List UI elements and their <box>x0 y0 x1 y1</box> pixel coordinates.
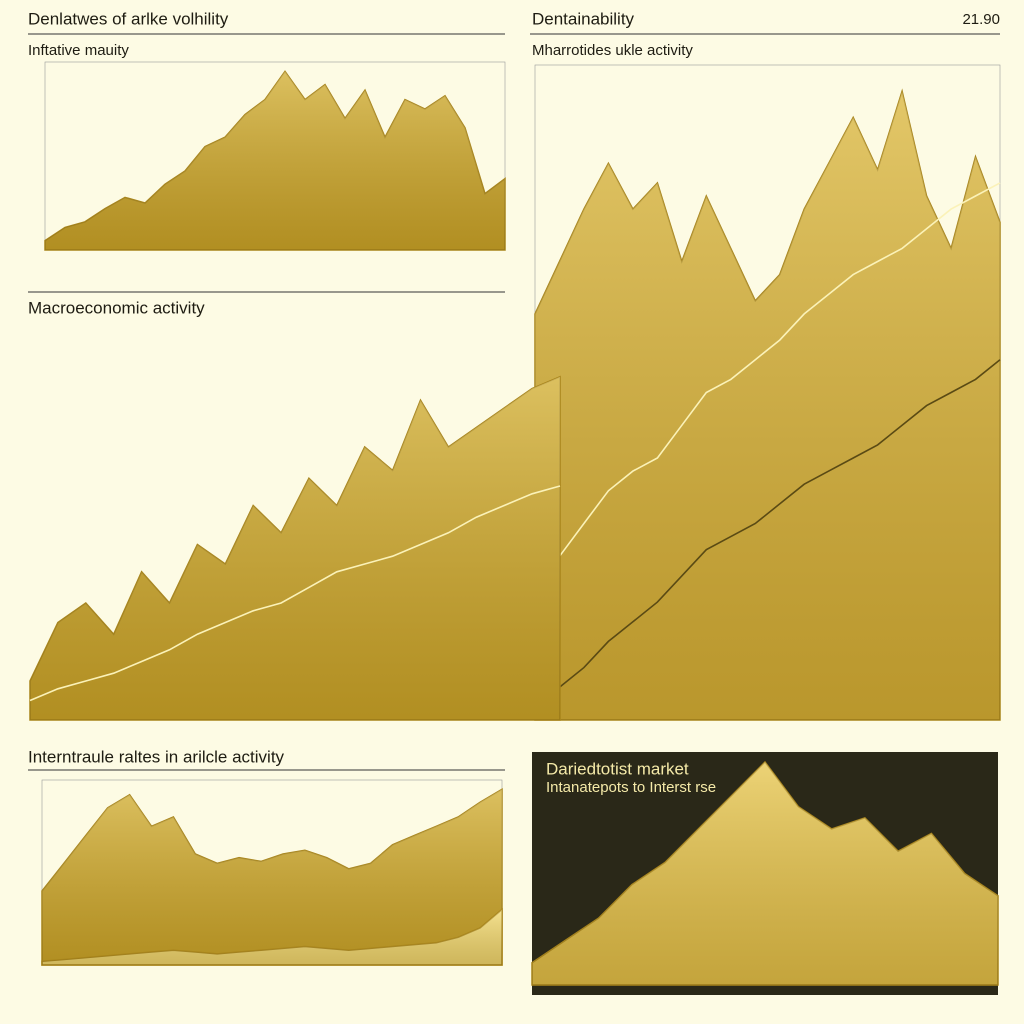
chart-subtitle: Mharrotides ukle activity <box>532 42 693 59</box>
chart-title: Dariedtotist market <box>546 759 689 778</box>
annotation: 21.90 <box>962 11 1000 28</box>
chart-title: Interntraule raltes in arilcle activity <box>28 747 285 766</box>
area-shade <box>30 376 560 720</box>
chart-title: Macroeconomic activity <box>28 298 205 317</box>
chart-title: Dentainability <box>532 9 635 28</box>
area-shade <box>45 71 505 251</box>
line <box>534 359 1001 708</box>
chart-title: Denlatwes of arlke volhility <box>28 9 229 28</box>
chart-subtitle: Inftative mauity <box>28 42 129 59</box>
area-shade <box>42 789 502 965</box>
line <box>29 485 561 702</box>
area-shade <box>532 762 998 985</box>
area-shade <box>42 909 502 965</box>
chart-subtitle: Intanatepots to Interst rse <box>546 779 716 796</box>
area-shade <box>535 91 1000 720</box>
charts: Denlatwes of arlke volhility Inftative ma… <box>28 9 1001 986</box>
line <box>534 182 1001 590</box>
